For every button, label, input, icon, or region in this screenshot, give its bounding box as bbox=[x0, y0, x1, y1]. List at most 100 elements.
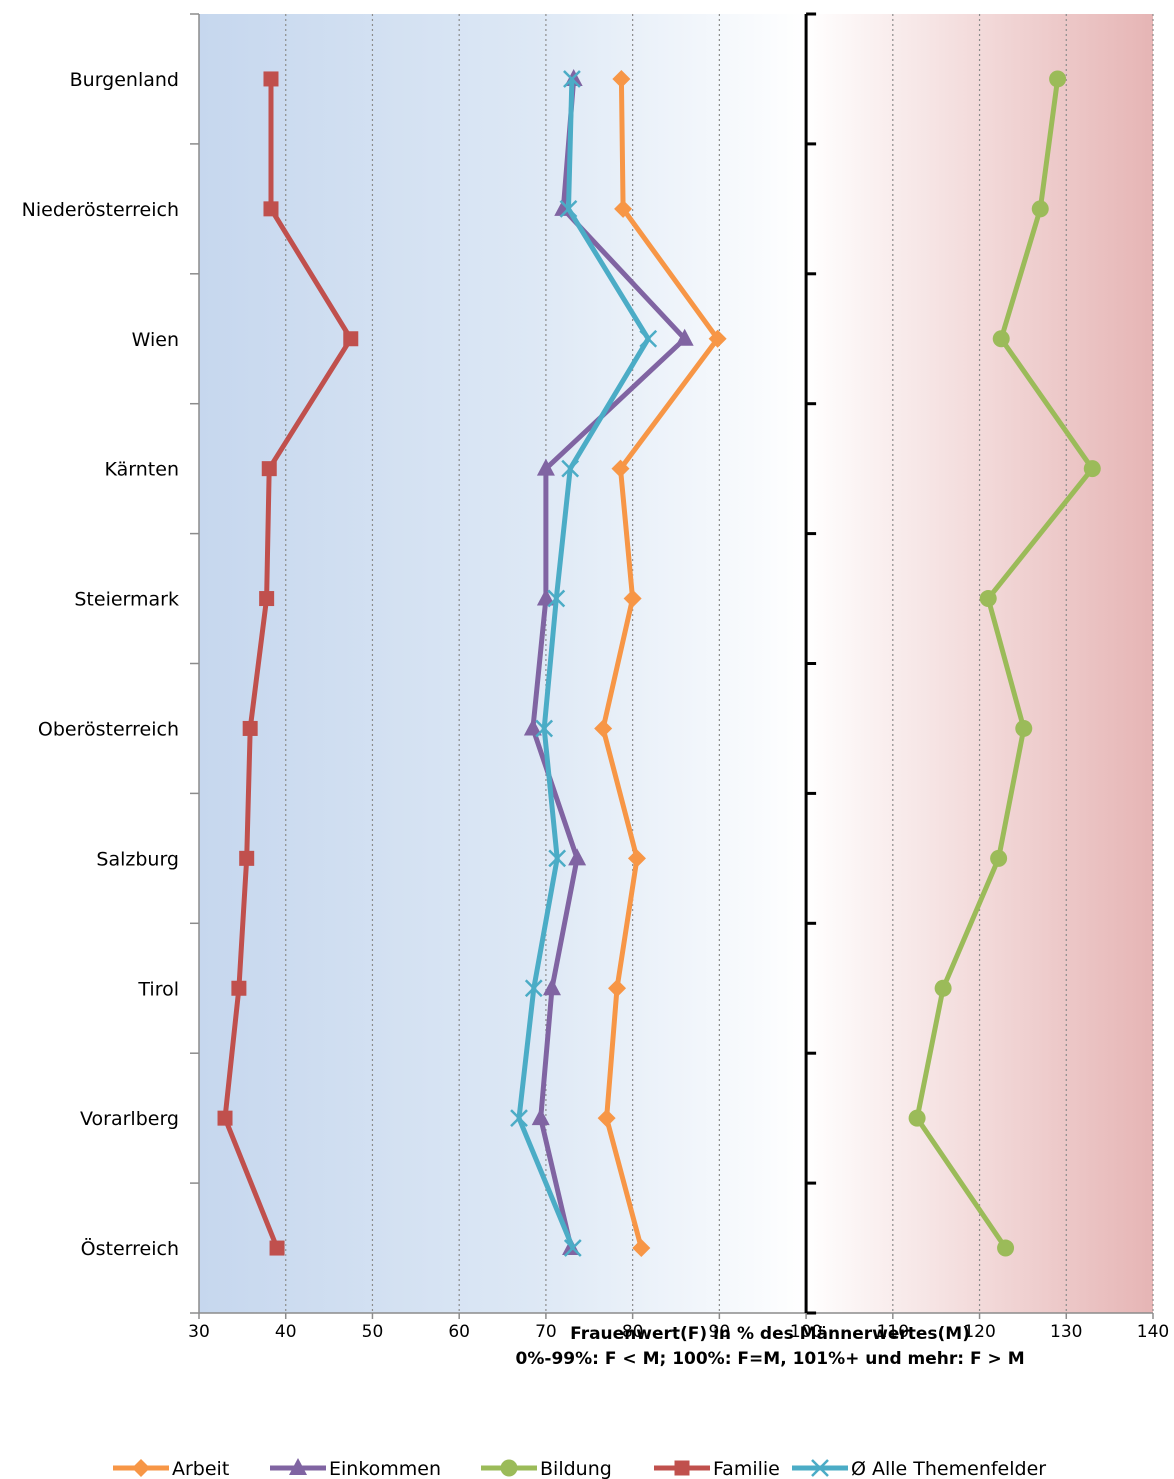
x-tick-label: 140 bbox=[1137, 1322, 1169, 1342]
data-point bbox=[675, 328, 694, 346]
legend-label: Ø Alle Themenfelder bbox=[851, 1458, 1046, 1479]
data-point bbox=[934, 979, 952, 997]
series-line bbox=[222, 79, 354, 1249]
x-tick-label: 120 bbox=[963, 1322, 995, 1342]
category-label: Kärnten bbox=[105, 459, 179, 481]
data-point bbox=[992, 330, 1010, 348]
x-tick-label: 50 bbox=[362, 1322, 384, 1342]
legend-item: Ø Alle Themenfelder bbox=[792, 1458, 1046, 1479]
data-point bbox=[563, 70, 581, 88]
x-tick-label: 70 bbox=[535, 1322, 557, 1342]
data-point bbox=[563, 1239, 582, 1257]
data-point bbox=[612, 69, 631, 88]
data-point bbox=[623, 589, 642, 608]
data-point bbox=[632, 1239, 651, 1258]
data-point bbox=[524, 979, 543, 998]
data-point bbox=[674, 1460, 690, 1476]
data-point bbox=[531, 1108, 550, 1126]
data-point bbox=[547, 589, 566, 608]
category-label: Tirol bbox=[137, 978, 179, 1000]
x-tick-label: 80 bbox=[622, 1322, 644, 1342]
category-label: Wien bbox=[132, 329, 179, 351]
legend-label: Arbeit bbox=[172, 1458, 229, 1479]
data-point bbox=[132, 1459, 150, 1477]
data-point bbox=[263, 201, 279, 217]
data-point bbox=[239, 850, 255, 866]
background-above-100 bbox=[806, 14, 1153, 1313]
data-point bbox=[597, 1109, 616, 1128]
data-point bbox=[343, 331, 359, 347]
data-point bbox=[242, 720, 258, 736]
data-point bbox=[708, 329, 727, 348]
x-tick-label: 90 bbox=[709, 1322, 731, 1342]
data-point bbox=[269, 1240, 285, 1256]
category-label: Burgenland bbox=[70, 69, 179, 91]
data-point bbox=[259, 591, 275, 607]
legend-item: Einkommen bbox=[270, 1458, 441, 1479]
data-point bbox=[627, 849, 646, 868]
data-point bbox=[979, 590, 997, 608]
series-line bbox=[530, 78, 688, 1249]
data-point bbox=[908, 1109, 926, 1127]
data-point bbox=[536, 458, 555, 476]
data-point bbox=[261, 461, 277, 477]
data-point bbox=[1015, 719, 1033, 737]
data-point bbox=[510, 1109, 528, 1128]
data-point bbox=[614, 199, 633, 218]
x-tick-label: 100 bbox=[790, 1322, 822, 1342]
data-point bbox=[536, 588, 555, 606]
data-point bbox=[1049, 70, 1067, 88]
x-tick-label: 40 bbox=[275, 1322, 297, 1342]
data-point bbox=[535, 719, 554, 738]
x-tick-labels: 30 40 50 60 70 80 90 100 110 120 130 140 bbox=[188, 1322, 1169, 1342]
data-point bbox=[263, 71, 279, 87]
legend-item: Bildung bbox=[481, 1458, 612, 1479]
series-line bbox=[914, 78, 1095, 1250]
data-point bbox=[1031, 200, 1049, 218]
data-point bbox=[990, 849, 1008, 867]
series bbox=[217, 71, 359, 1256]
legend-label: Familie bbox=[713, 1458, 780, 1479]
series bbox=[594, 69, 727, 1258]
data-point bbox=[639, 329, 658, 348]
series-group bbox=[217, 68, 1101, 1258]
data-point bbox=[231, 980, 247, 996]
category-label: Niederösterreich bbox=[22, 199, 179, 221]
data-point bbox=[289, 1458, 307, 1475]
series bbox=[510, 70, 658, 1257]
legend-label: Einkommen bbox=[329, 1458, 441, 1479]
category-label: Österreich bbox=[81, 1237, 179, 1260]
series bbox=[523, 68, 694, 1256]
data-point bbox=[611, 459, 630, 478]
data-point bbox=[217, 1110, 233, 1126]
data-point bbox=[1083, 460, 1101, 478]
data-point bbox=[997, 1239, 1015, 1257]
data-point bbox=[568, 848, 587, 866]
category-label: Salzburg bbox=[96, 848, 179, 870]
x-tick-label: 60 bbox=[448, 1322, 470, 1342]
category-labels: Burgenland Niederösterreich Wien Kärnten Ste… bbox=[22, 69, 179, 1260]
legend-item: Familie bbox=[654, 1458, 780, 1479]
category-label: Vorarlberg bbox=[80, 1108, 179, 1130]
data-point bbox=[523, 718, 542, 736]
data-point bbox=[559, 199, 578, 218]
data-point bbox=[608, 979, 627, 998]
legend-label: Bildung bbox=[540, 1458, 612, 1479]
data-point bbox=[811, 1459, 829, 1477]
series-line bbox=[600, 78, 721, 1249]
axes bbox=[190, 12, 1154, 1319]
series-line bbox=[516, 78, 651, 1249]
background-below-100 bbox=[199, 14, 807, 1313]
data-point bbox=[500, 1459, 518, 1477]
x-tick-label: 110 bbox=[877, 1322, 909, 1342]
data-point bbox=[542, 978, 561, 996]
data-point bbox=[548, 849, 567, 868]
x-tick-label: 30 bbox=[188, 1322, 210, 1342]
category-label: Oberösterreich bbox=[38, 718, 179, 740]
data-point bbox=[561, 459, 580, 478]
x-tick-label: 130 bbox=[1050, 1322, 1082, 1342]
x-axis-title-line1: Frauenwert(F) in % des Männerwertes(M) bbox=[570, 1324, 970, 1344]
legend: Arbeit Einkommen Bildung Familie Ø Alle Them… bbox=[113, 1458, 1046, 1479]
data-point bbox=[594, 719, 613, 738]
